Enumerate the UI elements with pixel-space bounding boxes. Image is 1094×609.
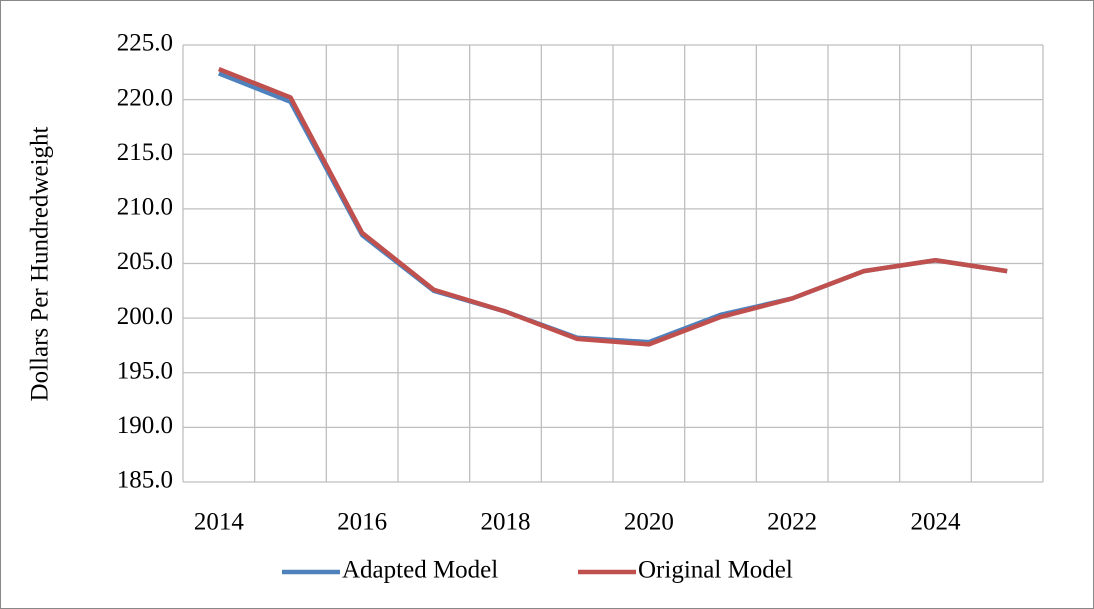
y-tick-label: 185.0 [117, 467, 173, 494]
y-tick-label: 215.0 [117, 139, 173, 166]
x-tick-label: 2016 [337, 509, 387, 536]
y-tick-label: 220.0 [117, 84, 173, 111]
x-tick-label: 2018 [481, 509, 531, 536]
y-tick-label: 200.0 [117, 303, 173, 330]
y-axis-label: Dollars Per Hundredweight [27, 126, 54, 401]
y-tick-label: 225.0 [117, 30, 173, 57]
y-tick-label: 210.0 [117, 194, 173, 221]
y-tick-label: 205.0 [117, 248, 173, 275]
x-tick-label: 2024 [911, 509, 962, 536]
legend-label: Original Model [638, 557, 793, 584]
series-line [218, 66, 1008, 347]
legend-label: Adapted Model [342, 557, 498, 584]
y-tick-label: 195.0 [117, 357, 173, 384]
x-tick-label: 2014 [194, 509, 245, 536]
x-tick-label: 2022 [767, 509, 817, 536]
x-tick-label: 2020 [624, 509, 674, 536]
y-tick-label: 190.0 [117, 412, 173, 439]
